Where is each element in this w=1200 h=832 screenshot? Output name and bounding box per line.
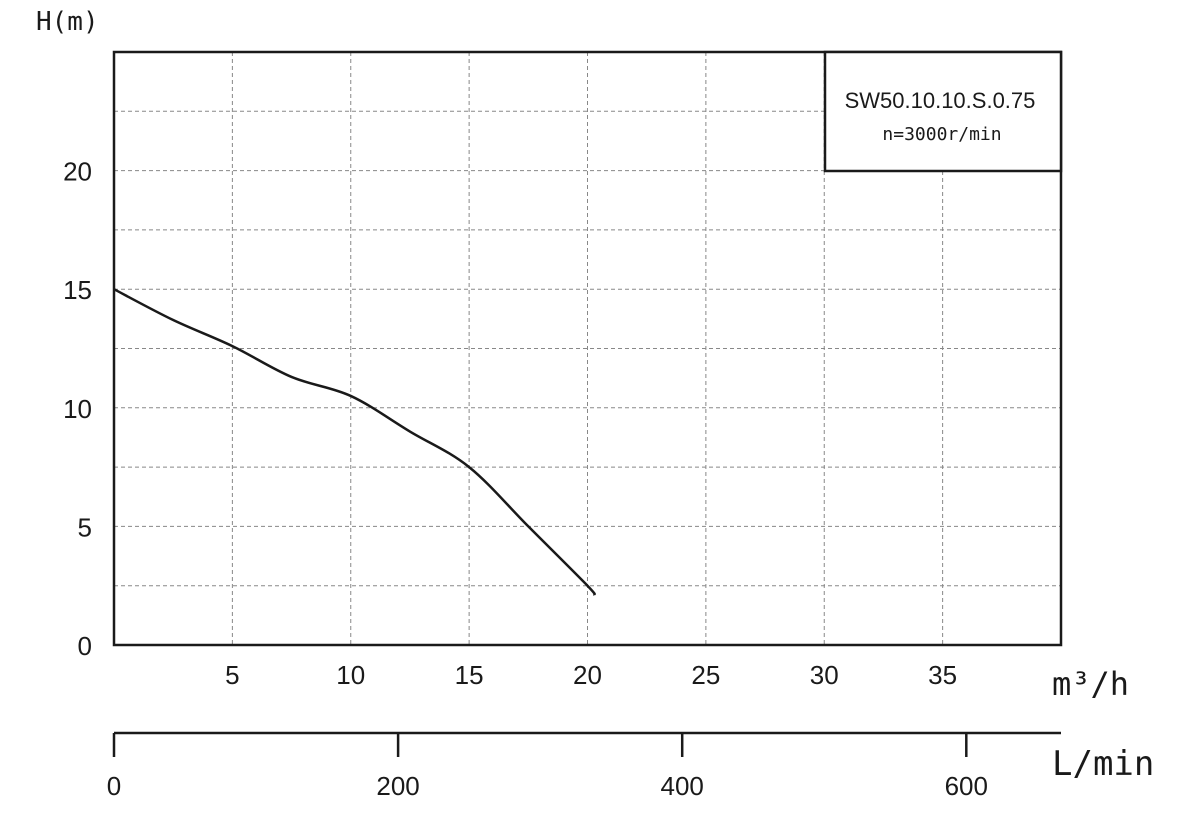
x-tick-label: 5 xyxy=(225,660,239,690)
head-flow-curve xyxy=(113,288,597,597)
x-tick-label: 10 xyxy=(336,660,365,690)
x-tick-label: 15 xyxy=(455,660,484,690)
y-tick-labels: 0 5 10 15 20 xyxy=(63,157,92,661)
x-tick-label: 30 xyxy=(810,660,839,690)
y-tick-label: 0 xyxy=(78,631,92,661)
secondary-x-tick-label: 0 xyxy=(107,771,121,801)
legend-speed: n=3000r/min xyxy=(882,124,1001,145)
y-tick-label: 10 xyxy=(63,394,92,424)
secondary-x-tick-label: 200 xyxy=(376,771,419,801)
secondary-x-tick-label: 400 xyxy=(661,771,704,801)
secondary-x-tick-label: 600 xyxy=(945,771,988,801)
plot-frame xyxy=(112,50,1063,647)
secondary-x-axis-label: L/min xyxy=(1052,744,1154,784)
legend-frame xyxy=(823,50,1063,173)
x-axis-label: m³/h xyxy=(1052,665,1129,703)
y-axis-label: H(m) xyxy=(36,7,99,37)
x-tick-label: 25 xyxy=(691,660,720,690)
series-layer xyxy=(113,288,597,597)
x-tick-label: 20 xyxy=(573,660,602,690)
x-tick-label: 35 xyxy=(928,660,957,690)
secondary-x-ticks: 0 200 400 600 xyxy=(107,733,988,801)
legend-model: SW50.10.10.S.0.75 xyxy=(845,88,1036,113)
grid xyxy=(114,52,1061,645)
x-tick-labels: 5 10 15 20 25 30 35 xyxy=(225,660,957,690)
y-tick-label: 5 xyxy=(78,512,92,542)
y-tick-label: 20 xyxy=(63,157,92,187)
legend-box: SW50.10.10.S.0.75 n=3000r/min xyxy=(823,50,1063,173)
y-tick-label: 15 xyxy=(63,275,92,305)
